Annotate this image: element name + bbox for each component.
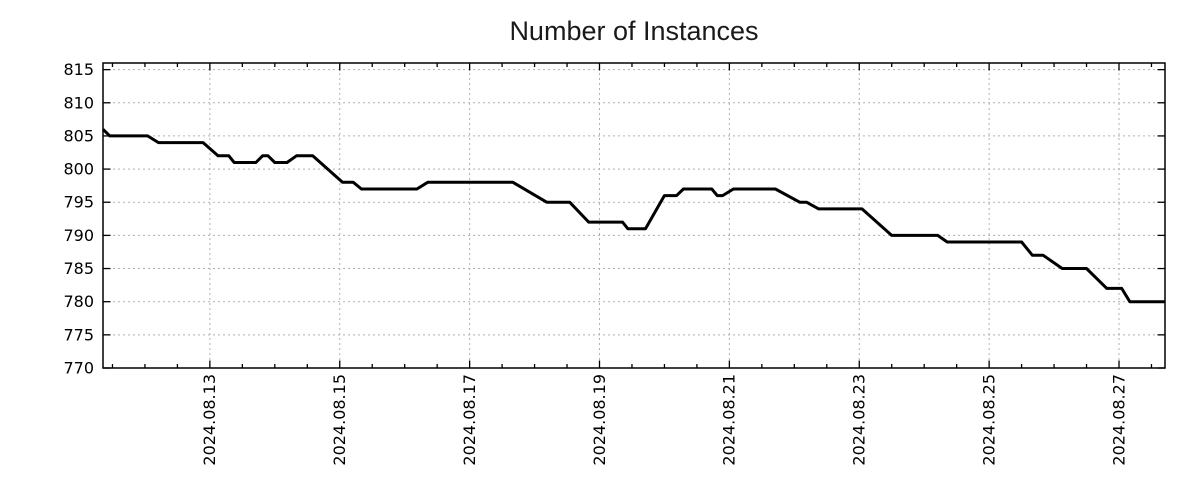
x-tick-label: 2024.08.17 [460,374,479,466]
y-tick-label: 805 [63,126,94,145]
x-tick-label: 2024.08.25 [979,374,998,466]
x-tick-label: 2024.08.15 [330,374,349,466]
y-tick-label: 775 [63,325,94,344]
plot-border [102,62,1166,369]
x-tick-label: 2024.08.13 [200,374,219,466]
x-tick-label: 2024.08.21 [720,374,739,466]
series-line [101,128,1165,304]
plot-border-rect [102,62,1166,369]
x-tick-label: 2024.08.19 [590,374,609,466]
y-tick-label: 810 [63,93,94,112]
y-tick-label: 780 [63,292,94,311]
grid-lines [103,63,1165,369]
axis-labels: 770 775 780 785 790 795 800 805 810 815 2024.08.13… [63,60,1128,465]
chart-title: Number of Instances [509,16,758,46]
axis-ticks [103,63,1165,369]
x-tick-label: 2024.08.23 [850,374,869,466]
y-tick-label: 785 [63,259,94,278]
y-tick-label: 800 [63,160,94,179]
data-series [101,128,1165,304]
y-tick-label: 770 [63,359,94,378]
y-tick-label: 795 [63,193,94,212]
y-tick-label: 790 [63,226,94,245]
x-tick-label: 2024.08.27 [1109,374,1128,466]
y-tick-label: 815 [63,60,94,79]
